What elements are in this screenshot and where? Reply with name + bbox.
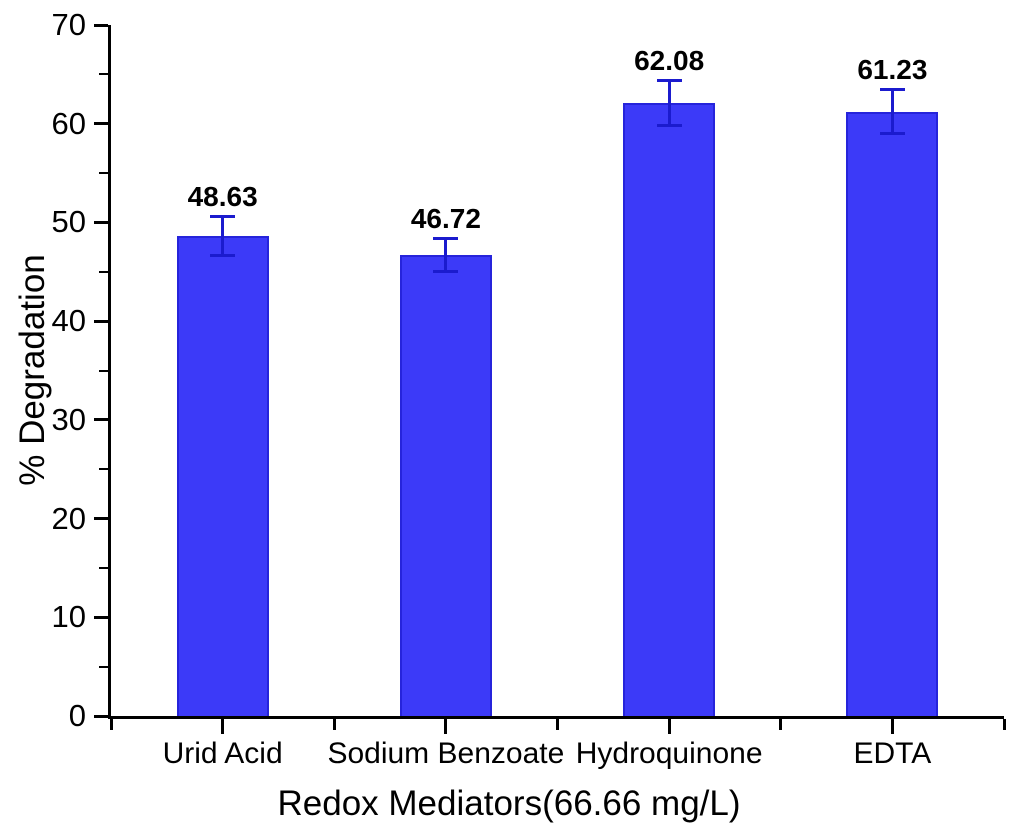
bar-value-label: 48.63 bbox=[187, 181, 258, 213]
y-tick-label: 0 bbox=[68, 698, 86, 733]
bar-error-cap-top bbox=[210, 215, 236, 219]
y-tick-label: 60 bbox=[51, 105, 86, 141]
x-category-label: EDTA bbox=[853, 737, 932, 770]
x-axis-title: Redox Mediators(66.66 mg/L) bbox=[277, 784, 741, 823]
x-minor-tick bbox=[1002, 719, 1006, 730]
bar-sodium-benzoate bbox=[399, 254, 492, 716]
y-minor-tick bbox=[99, 566, 108, 569]
bar-error-line bbox=[221, 216, 225, 256]
y-major-tick bbox=[94, 220, 108, 224]
y-minor-tick bbox=[99, 73, 108, 76]
bar-error-cap-top bbox=[879, 87, 905, 91]
x-minor-tick bbox=[332, 719, 336, 730]
bar-urid-acid bbox=[176, 235, 269, 716]
bar-error-cap-bottom bbox=[656, 123, 682, 127]
bar-error-cap-bottom bbox=[210, 253, 236, 257]
y-major-tick bbox=[94, 122, 108, 126]
x-category-label: Urid Acid bbox=[162, 737, 283, 770]
bar-error-line bbox=[667, 80, 671, 126]
y-tick-label: 70 bbox=[51, 7, 86, 42]
y-tick-label: 50 bbox=[51, 204, 86, 240]
y-major-tick bbox=[94, 517, 108, 521]
bar-error-cap-top bbox=[433, 237, 459, 241]
plot-area: 0 10 20 30 40 50 60 70 48.63 Urid Acid 46.72 Sodium… bbox=[52, 7, 1006, 770]
y-tick-label: 30 bbox=[51, 401, 86, 437]
y-major-tick bbox=[94, 319, 108, 323]
y-minor-tick bbox=[99, 468, 108, 471]
x-minor-tick bbox=[556, 719, 559, 730]
bar-error-cap-top bbox=[656, 79, 682, 83]
x-category-label: Sodium Benzoate bbox=[327, 737, 565, 770]
y-tick-label: 20 bbox=[51, 500, 86, 536]
y-minor-tick bbox=[99, 172, 108, 175]
y-major-tick bbox=[94, 418, 108, 422]
x-major-tick bbox=[890, 719, 894, 734]
x-major-tick bbox=[444, 719, 448, 734]
y-major-tick bbox=[94, 23, 108, 27]
y-minor-tick bbox=[99, 369, 108, 372]
y-tick-label: 40 bbox=[51, 303, 86, 339]
x-major-tick bbox=[221, 719, 225, 734]
y-axis-title: % Degradation bbox=[13, 254, 52, 486]
x-category-label: Hydroquinone bbox=[575, 737, 763, 770]
x-major-tick bbox=[667, 719, 671, 734]
bar-hydroquinone bbox=[623, 103, 716, 716]
y-minor-tick bbox=[99, 270, 108, 273]
y-major-tick bbox=[94, 714, 108, 718]
bar-error-cap-bottom bbox=[433, 269, 459, 273]
bar-value-label: 46.72 bbox=[410, 203, 481, 235]
bar-value-label: 61.23 bbox=[857, 53, 928, 85]
bar-edta bbox=[846, 111, 939, 716]
bar-error-line bbox=[890, 88, 894, 135]
bar-value-label: 62.08 bbox=[634, 45, 705, 77]
y-major-tick bbox=[94, 615, 108, 619]
y-tick-label: 10 bbox=[51, 599, 86, 635]
y-minor-tick bbox=[99, 665, 108, 668]
x-minor-tick bbox=[109, 719, 113, 730]
bar-error-cap-bottom bbox=[879, 132, 905, 136]
x-minor-tick bbox=[779, 719, 783, 730]
bar-error-line bbox=[444, 238, 448, 272]
